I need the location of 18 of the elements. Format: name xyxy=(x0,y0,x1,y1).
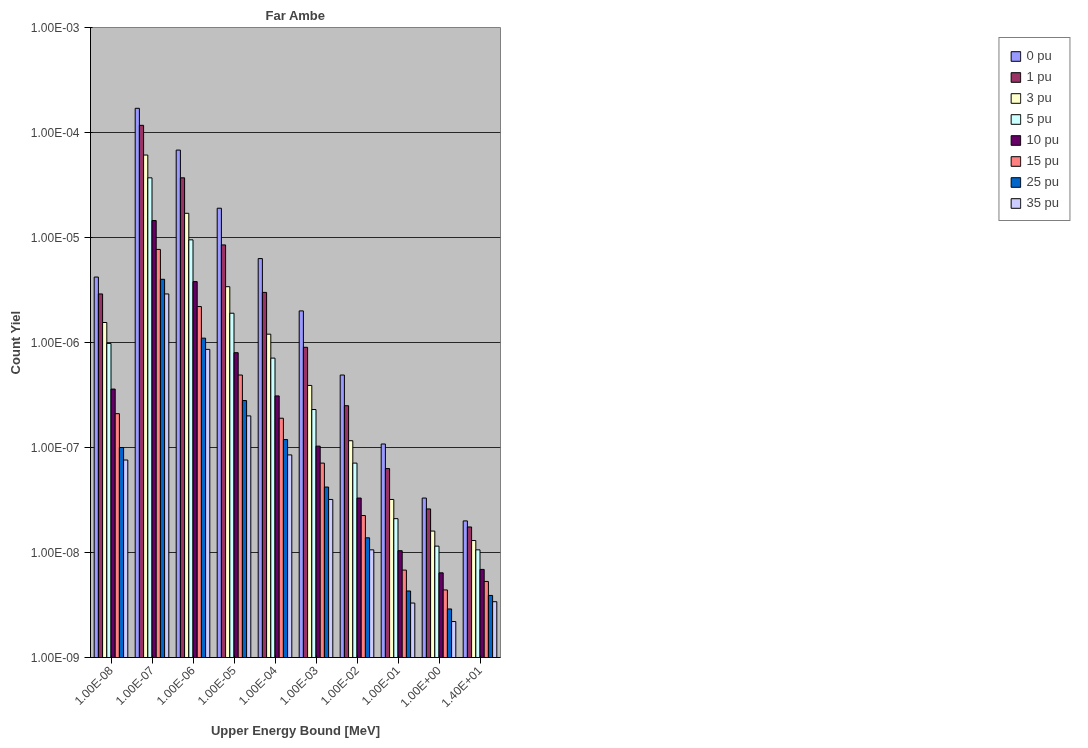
y-tick-label: 1.00E-04 xyxy=(30,125,80,140)
legend-label: 35 pu xyxy=(1026,195,1059,210)
x-axis-title: Upper Energy Bound [MeV] xyxy=(211,722,381,738)
y-tick-label: 1.00E-05 xyxy=(30,230,80,245)
y-tick-label: 1.00E-03 xyxy=(30,20,80,35)
legend-label: 15 pu xyxy=(1026,153,1059,168)
y-axis-title: Count Yiel xyxy=(7,310,23,375)
legend-label: 1 pu xyxy=(1026,69,1052,84)
legend-label: 25 pu xyxy=(1026,174,1059,189)
y-tick-label: 1.00E-08 xyxy=(30,545,80,560)
legend-label: 10 pu xyxy=(1026,132,1059,147)
y-tick-label: 1.00E-09 xyxy=(30,650,80,665)
legend-label: 0 pu xyxy=(1026,48,1052,63)
legend-label: 5 pu xyxy=(1026,111,1052,126)
legend-label: 3 pu xyxy=(1026,90,1052,105)
y-tick-label: 1.00E-07 xyxy=(30,440,80,455)
y-tick-label: 1.00E-06 xyxy=(30,335,80,350)
chart-title: Far Ambe xyxy=(265,7,325,23)
